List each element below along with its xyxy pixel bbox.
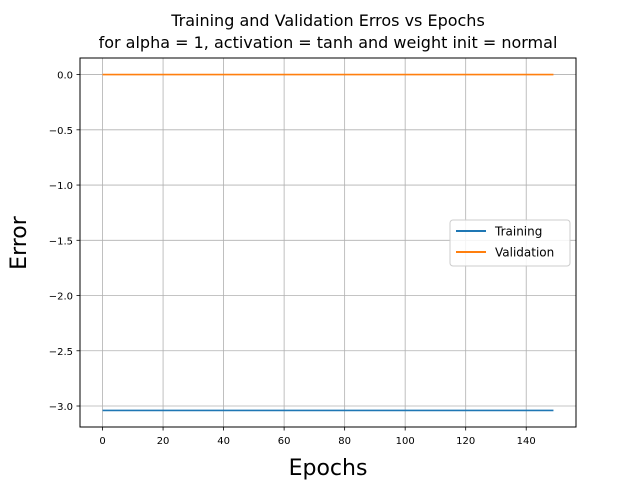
legend-label-validation: Validation [495, 246, 554, 260]
x-tick-label: 0 [99, 436, 105, 447]
x-tick-label: 60 [278, 436, 291, 447]
x-tick-label: 80 [338, 436, 351, 447]
y-tick-label: 0.0 [57, 71, 73, 82]
plot-frame [79, 57, 577, 428]
chart-title: Training and Validation Erros vs Epochs [170, 11, 485, 30]
legend-label-training: Training [494, 225, 542, 239]
y-tick-label: −3.0 [49, 402, 73, 413]
y-tick-label: −2.5 [49, 347, 73, 358]
x-tick-label: 20 [157, 436, 170, 447]
y-tick-label: −1.5 [49, 236, 73, 247]
y-tick-label: −1.0 [49, 181, 73, 192]
y-axis-title: Error [7, 215, 32, 270]
series-lines [102, 73, 554, 412]
y-tick-label: −0.5 [49, 126, 73, 137]
x-tick-label: 100 [396, 436, 415, 447]
chart-subtitle: for alpha = 1, activation = tanh and wei… [99, 33, 558, 52]
x-axis-ticks: 0 20 40 60 80 100 120 140 [99, 427, 536, 447]
x-tick-label: 40 [217, 436, 230, 447]
y-tick-label: −2.0 [49, 292, 73, 303]
x-tick-label: 140 [517, 436, 536, 447]
legend: Training Validation [449, 219, 571, 267]
x-axis-title: Epochs [289, 456, 368, 480]
y-axis-ticks: 0.0 −0.5 −1.0 −1.5 −2.0 −2.5 −3.0 [49, 71, 80, 413]
x-tick-label: 120 [456, 436, 475, 447]
